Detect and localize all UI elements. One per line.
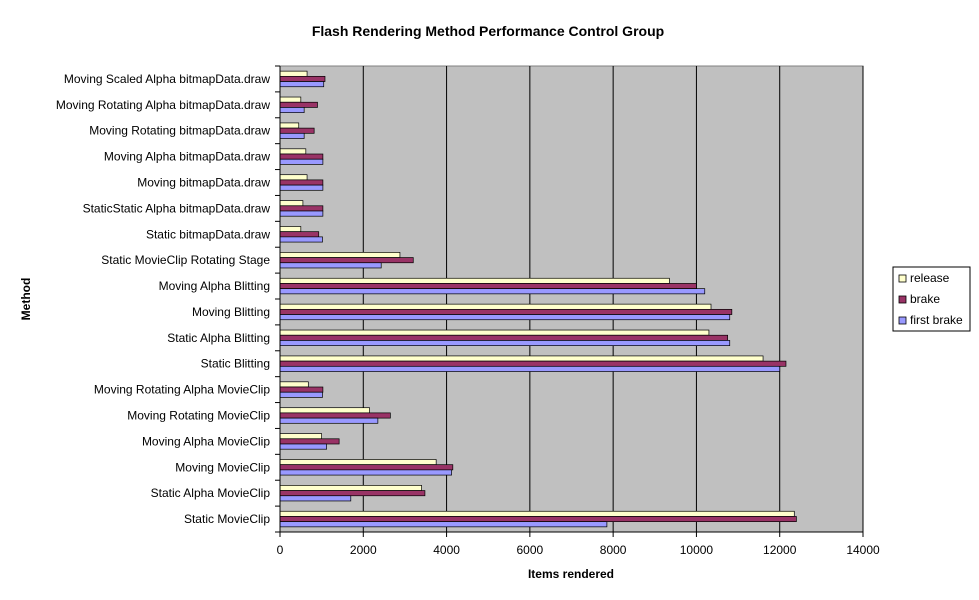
legend-swatch <box>898 274 907 283</box>
bar-release <box>279 303 712 310</box>
bar-release <box>279 459 437 466</box>
bar-first-brake <box>279 288 706 295</box>
category-label: Moving MovieClip <box>175 460 270 474</box>
category-label: Moving Scaled Alpha bitmapData.draw <box>64 72 270 86</box>
category-label: Moving Alpha bitmapData.draw <box>104 150 270 164</box>
category-label: Moving Blitting <box>192 305 270 319</box>
category-label: Moving bitmapData.draw <box>137 176 270 190</box>
category-label: StaticStatic Alpha bitmapData.draw <box>83 201 271 215</box>
bar-release <box>279 122 300 129</box>
bar-brake <box>279 412 391 419</box>
category-label: Moving Alpha MovieClip <box>142 434 270 448</box>
bar-first-brake <box>279 417 379 424</box>
bar-brake <box>279 516 797 523</box>
bar-first-brake <box>279 340 731 346</box>
bar-release <box>279 226 302 233</box>
bar-first-brake <box>279 469 452 476</box>
bar-brake <box>279 231 320 238</box>
bar-release <box>279 381 309 388</box>
bar-brake <box>279 386 324 393</box>
category-label: Static Blitting <box>201 357 270 371</box>
bar-first-brake <box>279 443 327 450</box>
bar-release <box>279 510 795 517</box>
legend-swatch <box>898 295 907 304</box>
bar-first-brake <box>279 158 324 165</box>
bar-first-brake <box>279 314 731 321</box>
bar-first-brake <box>279 132 305 139</box>
bar-first-brake <box>279 236 323 243</box>
bar-brake <box>279 75 326 82</box>
x-tick-label: 0 <box>277 543 284 557</box>
category-label: Moving Alpha Blitting <box>159 279 270 293</box>
category-label: Static Alpha Blitting <box>167 331 270 345</box>
chart-title: Flash Rendering Method Performance Contr… <box>312 23 664 39</box>
x-tick-label: 4000 <box>433 543 460 557</box>
category-label: Moving Rotating MovieClip <box>127 409 270 423</box>
x-tick-label: 14000 <box>846 543 880 557</box>
bar-brake <box>279 257 414 264</box>
bar-first-brake <box>279 107 305 113</box>
bar-brake <box>279 127 315 134</box>
category-label: Moving Rotating Alpha bitmapData.draw <box>56 98 270 112</box>
bar-first-brake <box>279 262 382 269</box>
bar-release <box>279 96 302 103</box>
x-tick-label: 10000 <box>680 543 714 557</box>
legend: release brake first brake <box>892 266 971 332</box>
bar-brake <box>279 464 454 471</box>
plot-area <box>279 65 864 533</box>
category-label: Static MovieClip <box>184 512 270 526</box>
legend-label: release <box>910 271 950 285</box>
bar-brake <box>279 283 697 290</box>
bar-release <box>279 70 308 77</box>
bar-first-brake <box>279 184 324 191</box>
gridlines <box>362 66 864 532</box>
legend-label: first brake <box>910 313 963 327</box>
bar-first-brake <box>279 495 352 502</box>
bar-brake <box>279 153 324 160</box>
category-labels: Moving Scaled Alpha bitmapData.draw Movin… <box>56 72 270 526</box>
bar-first-brake <box>279 365 781 372</box>
category-label: Static MovieClip Rotating Stage <box>101 253 270 267</box>
bar-first-brake <box>279 521 608 528</box>
bar-brake <box>279 179 324 186</box>
category-label: Static Alpha MovieClip <box>151 486 271 500</box>
bar-release <box>279 148 307 155</box>
bar-release <box>279 174 308 181</box>
bar-brake <box>279 308 733 315</box>
x-tick-label: 12000 <box>763 543 797 557</box>
bar-first-brake <box>279 210 324 217</box>
bar-brake <box>279 101 318 108</box>
bar-release <box>279 485 422 491</box>
bar-release <box>279 277 670 284</box>
legend-label: brake <box>910 292 940 306</box>
bar-brake <box>279 438 340 445</box>
bar-brake <box>279 360 787 367</box>
bar-release <box>279 407 370 414</box>
bar-release <box>279 329 710 336</box>
bar-release <box>279 355 764 362</box>
bar-first-brake <box>279 81 325 88</box>
category-label: Moving Rotating bitmapData.draw <box>89 124 270 138</box>
bar-release <box>279 433 322 440</box>
legend-swatch <box>898 316 907 325</box>
x-tick-label: 2000 <box>350 543 377 557</box>
category-label: Moving Rotating Alpha MovieClip <box>94 383 270 397</box>
axes <box>275 65 864 537</box>
bar-brake <box>279 205 324 212</box>
x-axis-title: Items rendered <box>528 567 614 581</box>
bar-brake <box>279 334 729 341</box>
x-tick-label: 8000 <box>600 543 627 557</box>
y-axis-title: Method <box>19 278 33 321</box>
bar-first-brake <box>279 391 323 398</box>
tick-labels: 0 2000 4000 6000 8000 10000 12000 14000 <box>277 543 880 557</box>
bar-brake <box>279 490 426 497</box>
category-label: Static bitmapData.draw <box>146 227 270 241</box>
x-tick-label: 6000 <box>517 543 544 557</box>
bar-release <box>279 252 401 258</box>
bar-release <box>279 200 304 207</box>
